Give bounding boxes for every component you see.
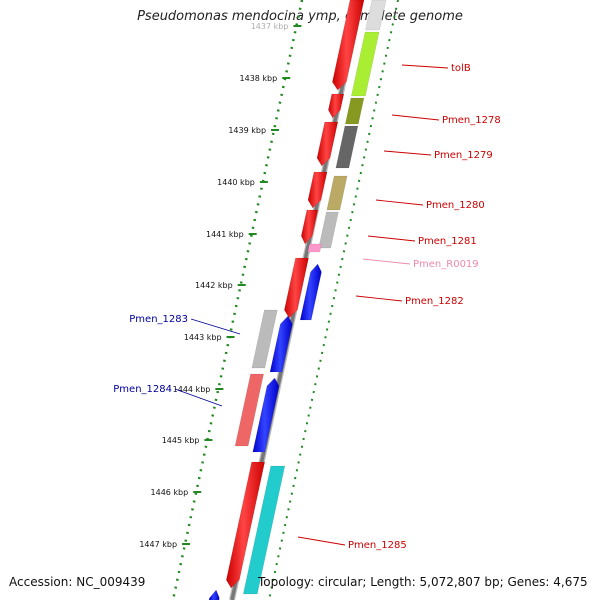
gene-label: Pmen_1279 <box>434 150 493 161</box>
gene-label: Pmen_1285 <box>348 540 407 551</box>
scale-tick-label: 1444 kbp <box>173 385 211 394</box>
category-bar-1281 <box>318 211 339 249</box>
gene-leader-line <box>391 114 440 121</box>
gene-leader-line <box>190 318 241 335</box>
gene-label: Pmen_1281 <box>418 236 477 247</box>
cds-forward-1279 <box>316 121 339 167</box>
gene-label: tolB <box>451 63 471 74</box>
scale-tick-label: 1440 kbp <box>217 178 255 187</box>
scale-tick-label: 1442 kbp <box>195 281 233 290</box>
accession-text: Accession: NC_009439 <box>9 575 146 589</box>
cds-forward-1278 <box>328 93 345 119</box>
scale-tick-label: 1441 kbp <box>206 230 244 239</box>
gene-leader-line <box>355 295 403 302</box>
gene-leader-line <box>383 150 432 156</box>
gene-leader-line <box>362 258 411 265</box>
cds-reverse-1284 <box>252 377 280 453</box>
scale-tick-label: 1446 kbp <box>151 488 189 497</box>
cds-forward-1280 <box>307 171 328 209</box>
gene-leader-line <box>375 199 424 206</box>
cds-forward-1281 <box>300 209 319 245</box>
cds-reverse-partial <box>208 589 220 600</box>
gene-leader-line <box>174 388 223 407</box>
category-bar <box>365 0 387 31</box>
rna-feature-R0019 <box>307 243 322 253</box>
cds-reverse-track-1282 <box>299 263 322 321</box>
cds-forward-1285 <box>226 461 265 589</box>
cds-reverse-1283 <box>269 315 293 373</box>
category-bar-tolB <box>351 31 380 97</box>
category-bar-1283 <box>251 309 278 369</box>
gene-label: Pmen_R0019 <box>413 259 479 270</box>
gene-label: Pmen_1283 <box>129 314 188 325</box>
category-bar-1279 <box>335 125 359 169</box>
category-bar-1278 <box>345 97 365 125</box>
cds-forward-1282 <box>284 257 309 319</box>
cds-forward-tolB <box>332 0 365 91</box>
gene-leader-line <box>367 235 416 242</box>
scale-tick-label: 1439 kbp <box>228 126 266 135</box>
gene-label: Pmen_1278 <box>442 115 501 126</box>
category-bar-1284 <box>234 373 264 447</box>
scale-tick-label: 1443 kbp <box>184 333 222 342</box>
scale-tick-label: 1438 kbp <box>240 74 278 83</box>
topology-text: Topology: circular; Length: 5,072,807 bp… <box>258 575 588 589</box>
scale-tick-label: 1445 kbp <box>162 436 200 445</box>
gene-label: Pmen_1284 <box>113 384 172 395</box>
category-bar-1285 <box>242 465 286 595</box>
category-bar-1280 <box>326 175 348 211</box>
scale-tick-label: 1447 kbp <box>139 540 177 549</box>
gene-leader-line <box>401 64 449 69</box>
gene-label: Pmen_1282 <box>405 296 464 307</box>
gene-leader-line <box>297 536 346 546</box>
scale-tick-label: 1437 kbp <box>251 22 289 31</box>
gene-label: Pmen_1280 <box>426 200 485 211</box>
scale-ring-outer <box>171 0 304 600</box>
